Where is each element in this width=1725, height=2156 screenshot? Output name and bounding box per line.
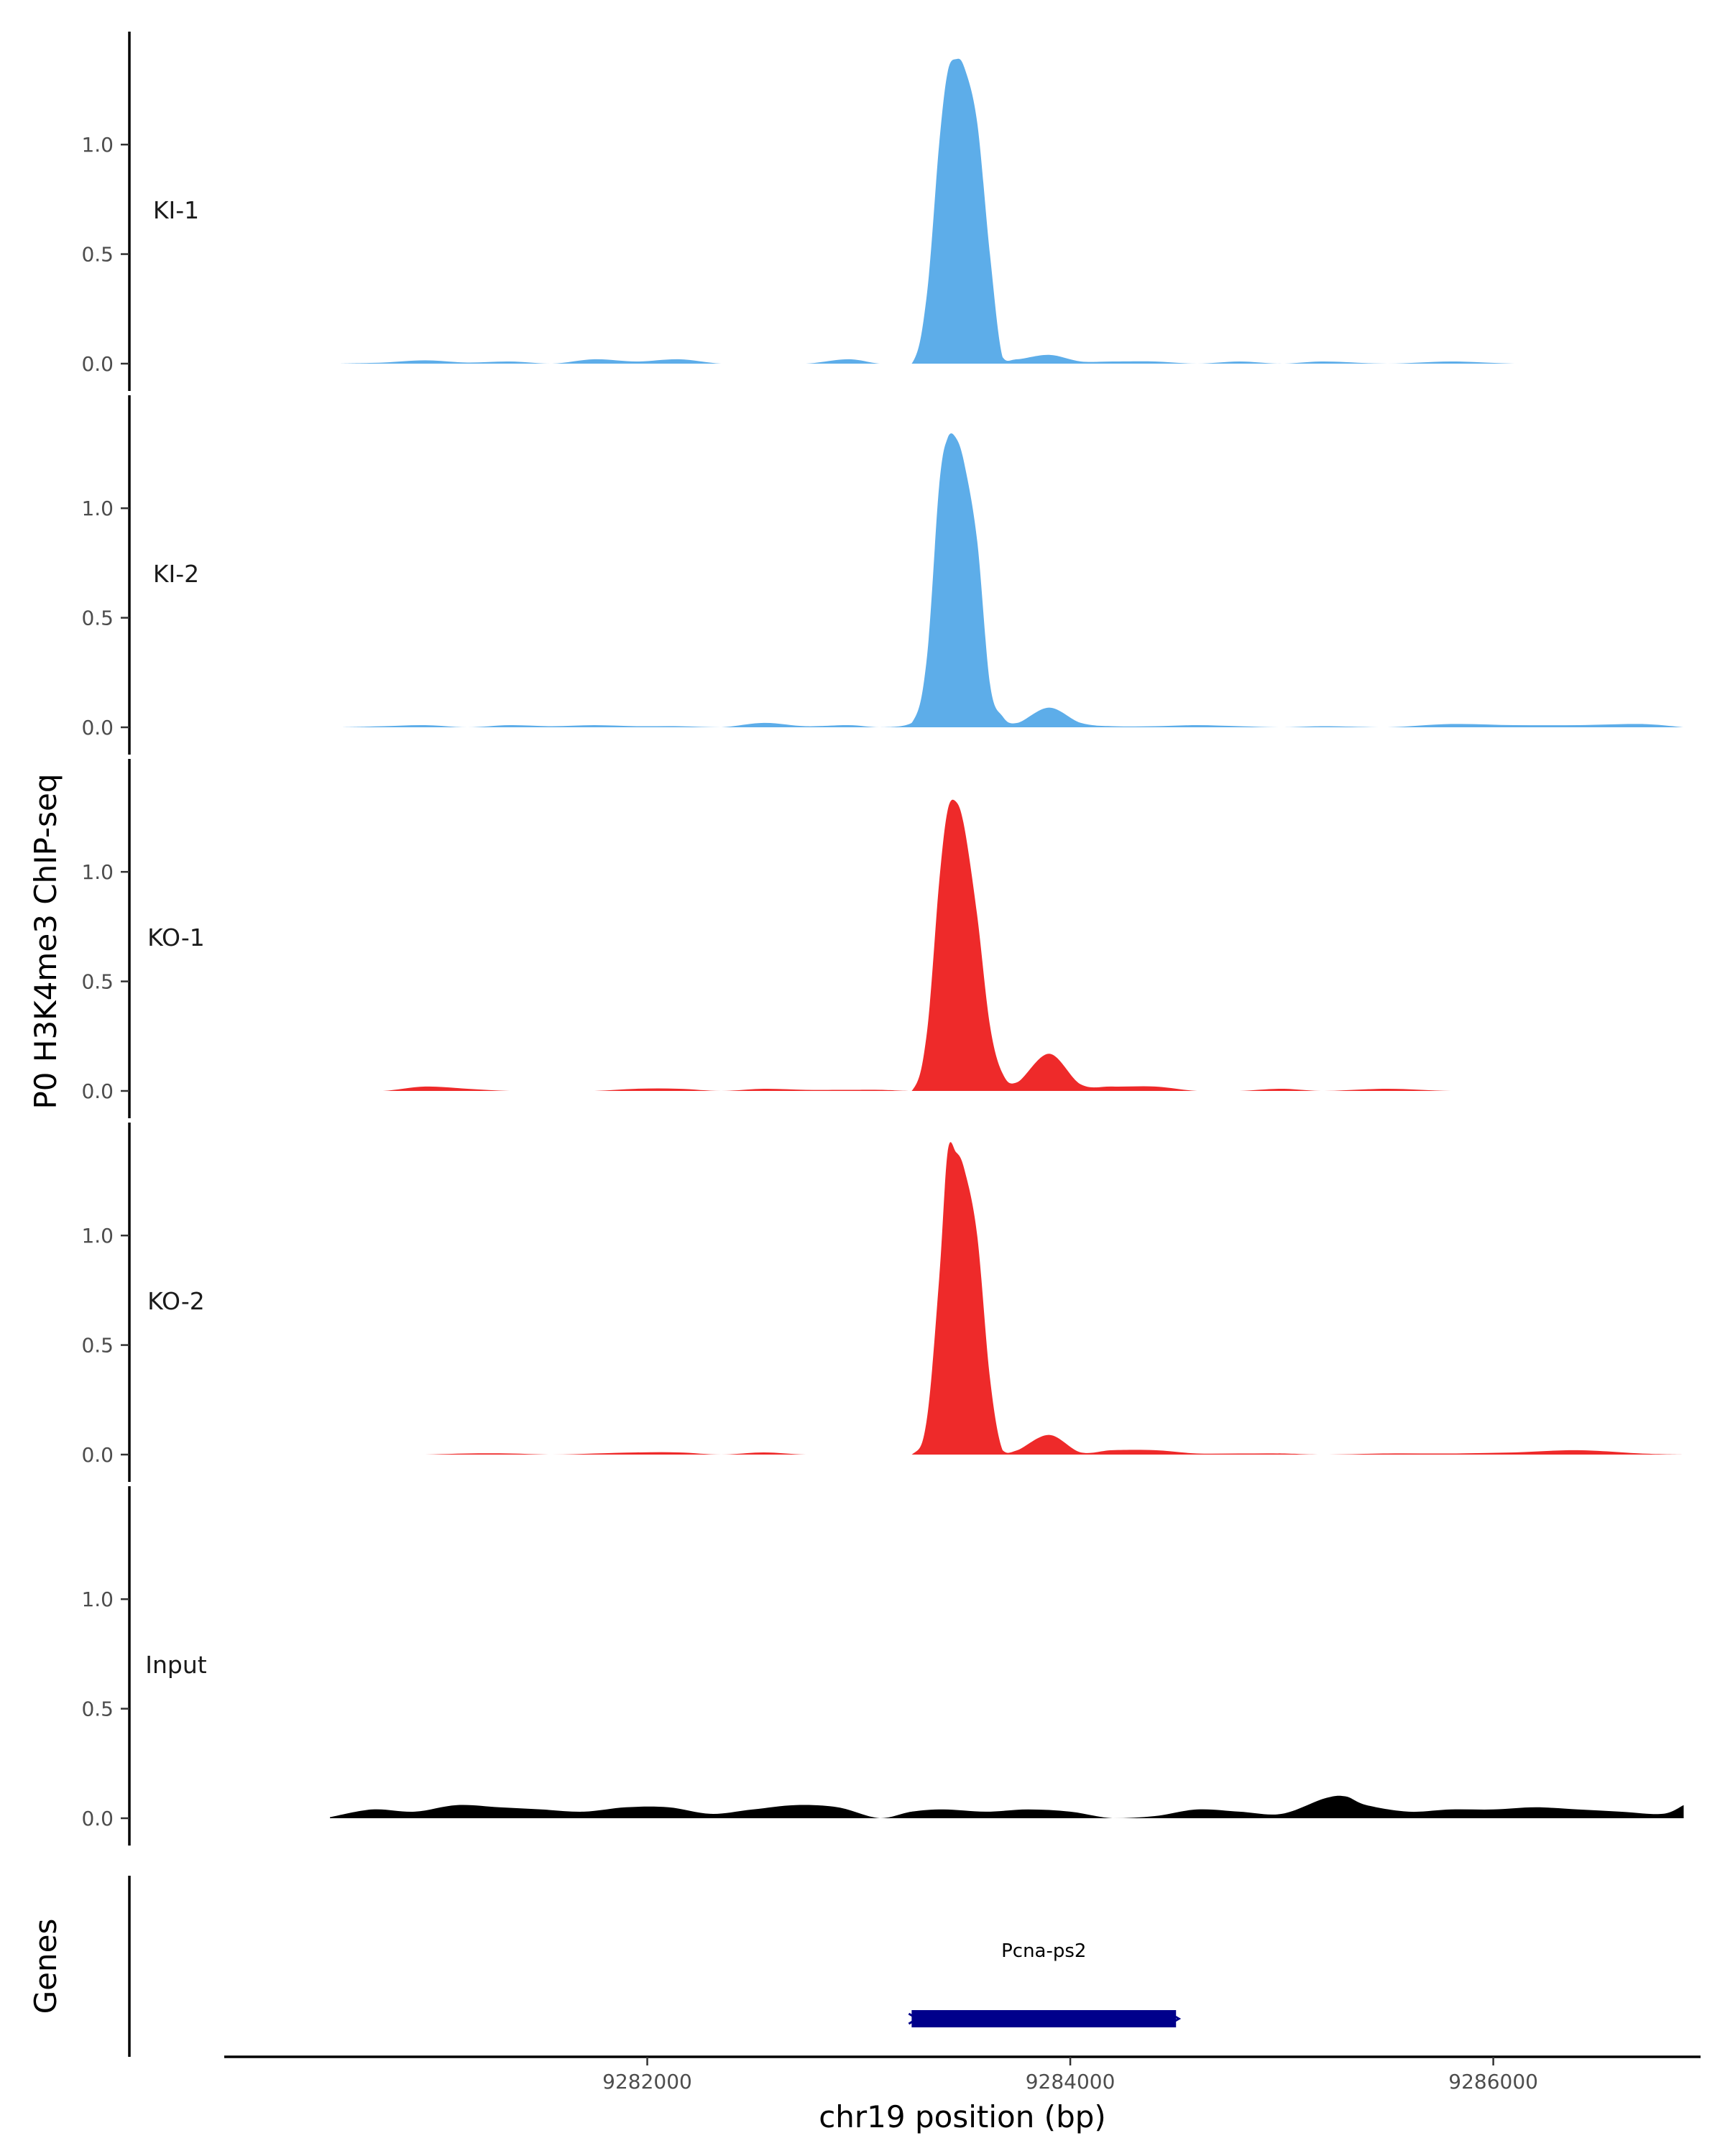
y-tick-label: 0.0 <box>81 1079 114 1103</box>
y-tick-label: 1.0 <box>81 860 114 884</box>
coverage-area-input <box>330 1795 1684 1818</box>
x-axis-title: chr19 position (bp) <box>819 2099 1106 2134</box>
track-input: 0.0 0.5 1.0 Input <box>81 1486 1684 1846</box>
track-label: KI-2 <box>153 560 199 588</box>
x-tick-label: 9282000 <box>602 2070 692 2093</box>
coverage-area-ko-1 <box>340 799 1684 1091</box>
gene-label: Pcna-ps2 <box>1001 1940 1086 1962</box>
y-tick-label: 0.5 <box>81 1697 114 1721</box>
y-axis-title: P0 H3K4me3 ChIP-seq <box>28 773 63 1109</box>
track-ko-1: 0.0 0.5 1.0 KO-1 <box>81 759 1684 1118</box>
track-label: KI-1 <box>153 196 199 224</box>
y-tick-label: 1.0 <box>81 1224 114 1248</box>
x-tick-label: 9284000 <box>1026 2070 1116 2093</box>
y-tick-label: 0.5 <box>81 970 114 994</box>
coverage-area-ki-2 <box>340 433 1684 727</box>
y-tick-label: 0.5 <box>81 1334 114 1358</box>
track-ko-2: 0.0 0.5 1.0 KO-2 <box>81 1123 1684 1482</box>
x-axis: chr19 position (bp) 9282000 9284000 928600… <box>224 2055 1701 2134</box>
y-tick-label: 1.0 <box>81 133 114 157</box>
gene-strand-arrow <box>908 2012 920 2025</box>
x-tick-label: 9286000 <box>1448 2070 1538 2093</box>
track-ki-1: 0.0 0.5 1.0 KI-1 <box>81 32 1684 391</box>
y-tick-label: 0.0 <box>81 352 114 376</box>
y-tick-label: 0.0 <box>81 716 114 740</box>
y-tick-label: 0.0 <box>81 1807 114 1830</box>
gene-body <box>911 2010 1177 2027</box>
y-tick-label: 0.5 <box>81 607 114 630</box>
y-tick-label: 0.5 <box>81 243 114 267</box>
genes-track-title: Genes <box>28 1919 63 2014</box>
coverage-tracks: 0.00.51.0KI-10.00.51.0KI-20.00.51.0KO-10… <box>81 32 1684 1846</box>
genes-track: Genes Pcna-ps2 <box>28 1876 1182 2057</box>
track-label: KO-2 <box>147 1287 205 1315</box>
track-label: KO-1 <box>147 923 205 952</box>
y-tick-label: 1.0 <box>81 497 114 520</box>
gene-strand-arrow <box>1169 2012 1182 2025</box>
y-tick-label: 1.0 <box>81 1588 114 1611</box>
track-ki-2: 0.0 0.5 1.0 KI-2 <box>81 395 1684 755</box>
coverage-area-ki-1 <box>340 58 1684 364</box>
y-tick-label: 0.0 <box>81 1443 114 1467</box>
coverage-area-ko-2 <box>340 1142 1684 1455</box>
track-label: Input <box>145 1651 207 1679</box>
